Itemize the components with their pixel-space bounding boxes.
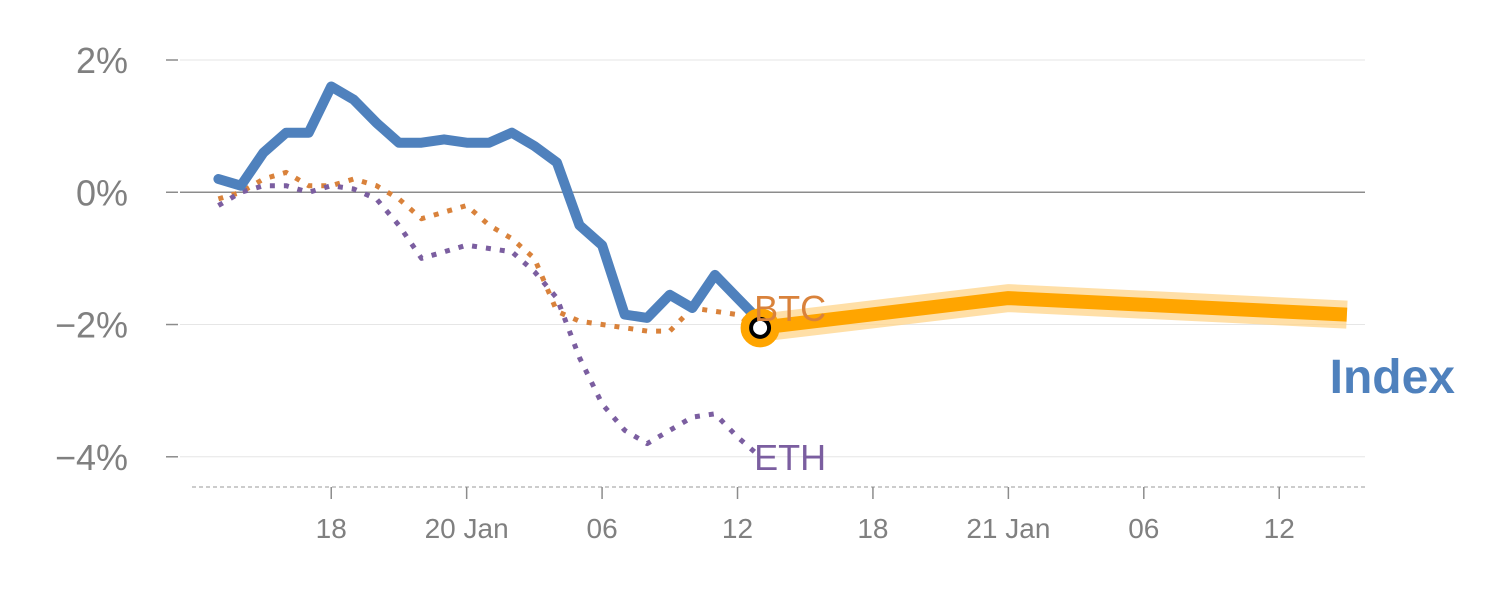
forecast-layer <box>740 284 1348 348</box>
y-axis: 2% 0% −2% −4% <box>55 40 178 478</box>
series-line-index <box>213 81 766 327</box>
forecast-line <box>759 291 1348 335</box>
x-tick-label: 12 <box>722 513 753 544</box>
x-axis: 18 20 Jan 06 12 18 21 Jan 06 12 <box>192 486 1365 544</box>
series-line-eth <box>217 183 762 459</box>
series-label-eth: ETH <box>754 437 826 478</box>
current-point-marker-inner <box>749 316 772 339</box>
x-tick-label: 18 <box>857 513 888 544</box>
series-layer <box>213 81 766 459</box>
y-tick-label: 2% <box>76 40 128 81</box>
x-tick-label: 18 <box>316 513 347 544</box>
x-tick-label: 20 Jan <box>425 513 509 544</box>
x-tick-label: 12 <box>1264 513 1295 544</box>
x-tick-label: 06 <box>1128 513 1159 544</box>
label-layer: BTC ETH Index <box>754 288 1455 478</box>
y-tick-label: −2% <box>55 305 128 346</box>
grid-layer <box>180 59 1365 458</box>
y-tick-label: 0% <box>76 172 128 213</box>
x-tick-label: 06 <box>587 513 618 544</box>
x-tick-label: 21 Jan <box>966 513 1050 544</box>
y-tick-label: −4% <box>55 437 128 478</box>
series-label-btc: BTC <box>754 288 826 329</box>
series-label-index: Index <box>1330 351 1456 404</box>
series-line-btc <box>217 169 762 334</box>
